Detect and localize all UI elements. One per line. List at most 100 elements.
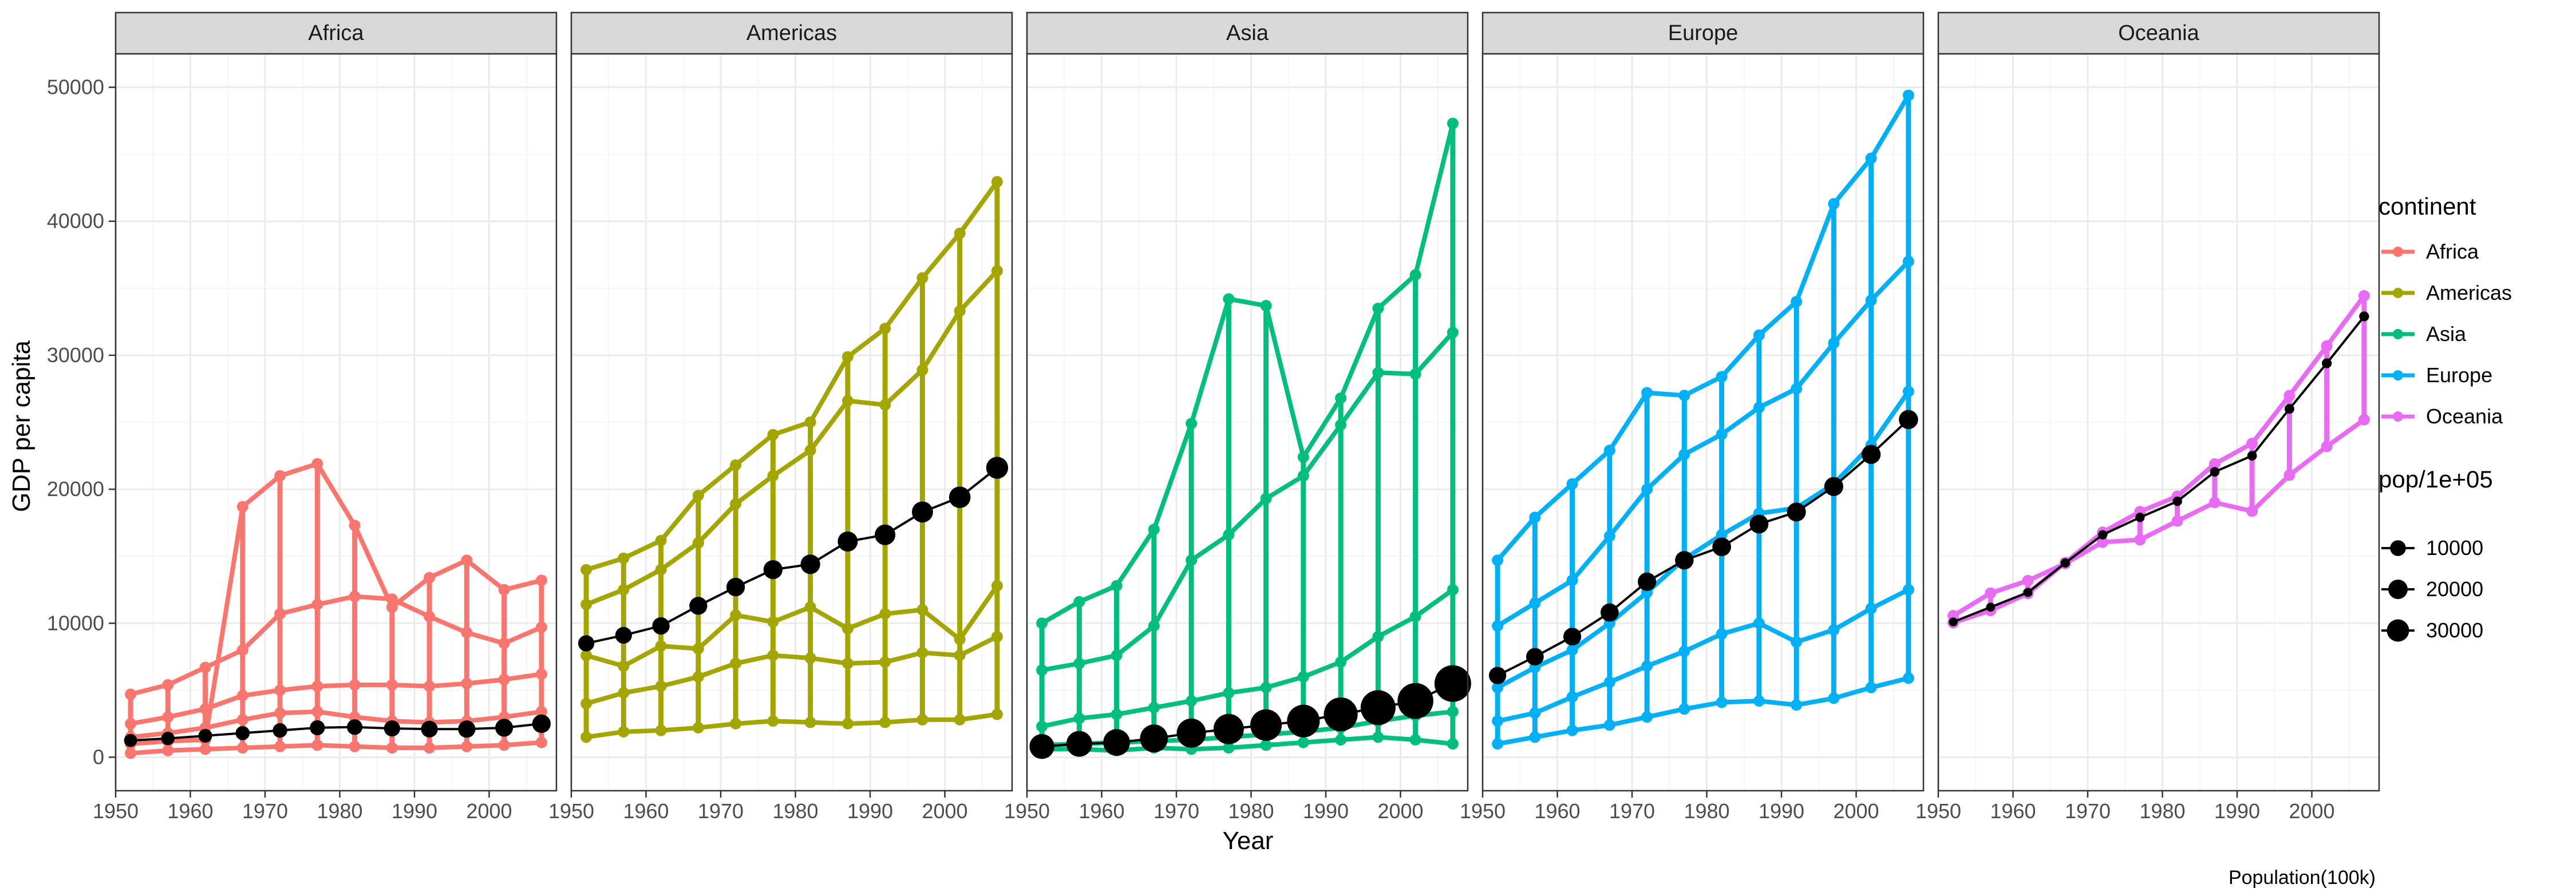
country-point [1186, 695, 1198, 707]
summary-line [1953, 315, 2365, 623]
size-key-point [2387, 619, 2409, 642]
legend-item-africa: Africa [2381, 240, 2479, 263]
country-point [2097, 536, 2109, 548]
country-point [916, 713, 929, 725]
legend-key-point [2393, 329, 2403, 339]
country-point [274, 684, 286, 696]
country-point [1073, 657, 1085, 669]
panel-americas: Americas 1950 1960 1970 1980 1990 2000 [548, 11, 1013, 823]
country-point [1828, 198, 1840, 210]
country-point [1753, 695, 1765, 707]
country-point [2208, 458, 2221, 470]
country-point [1716, 628, 1728, 640]
summary-point [1712, 537, 1731, 557]
country-point [1260, 493, 1272, 505]
summary-point [763, 560, 783, 580]
summary-series-oceania [1949, 311, 2369, 627]
country-point [1148, 524, 1160, 536]
summary-point [2210, 467, 2220, 477]
strip-label: Europe [1668, 21, 1739, 45]
country-point [461, 677, 473, 689]
country-point [618, 660, 630, 672]
caption: Population(100k) [2229, 867, 2376, 889]
country-point [1902, 584, 1914, 596]
country-point [1902, 672, 1914, 684]
x-tick-label: 2000 [466, 799, 512, 823]
x-tick-label: 1990 [1303, 799, 1349, 823]
country-point [954, 649, 966, 661]
country-point [2246, 505, 2258, 517]
country-line [1041, 588, 1455, 729]
country-point [1409, 368, 1421, 380]
size-legend-item-30000: 30000 [2381, 619, 2483, 642]
country-line [585, 584, 999, 669]
country-point [2171, 515, 2183, 527]
country-point [1372, 731, 1384, 743]
country-point [991, 176, 1003, 188]
country-point [916, 604, 929, 616]
summary-point [198, 728, 212, 743]
summary-point [1949, 617, 1958, 627]
country-point [991, 708, 1003, 720]
summary-series-africa [124, 714, 551, 747]
x-tick-label: 1970 [1609, 799, 1655, 823]
country-point [199, 743, 211, 755]
y-tick-label: 20000 [47, 477, 104, 501]
country-point [1111, 708, 1123, 720]
summary-point [1601, 603, 1619, 622]
summary-series-europe [1488, 410, 1918, 684]
country-point [386, 742, 398, 754]
summary-point [1563, 628, 1582, 646]
country-point [461, 627, 473, 639]
x-tick-label: 1970 [1153, 799, 1199, 823]
legend-label: Oceania [2426, 405, 2503, 428]
legend-item-asia: Asia [2381, 322, 2467, 346]
x-tick-label: 1990 [847, 799, 893, 823]
country-point [841, 717, 854, 730]
country-point [954, 713, 966, 725]
country-point [1603, 445, 1615, 457]
strip-background [1937, 11, 2380, 55]
summary-point [2135, 513, 2145, 522]
country-point [461, 554, 473, 566]
country-point [1260, 300, 1272, 312]
country-point [1753, 617, 1765, 629]
country-point [580, 598, 592, 610]
country-point [954, 305, 966, 317]
country-point [1492, 715, 1504, 727]
country-point [1641, 711, 1653, 723]
country-point [767, 429, 779, 441]
color-legend-items: Africa Americas Asia Europe Oceania [2381, 240, 2512, 428]
country-point [692, 537, 704, 549]
panel-europe: Europe 1950 1960 1970 1980 1990 2000 [1460, 11, 1925, 823]
country-point [1447, 584, 1459, 596]
country-point [1492, 738, 1504, 750]
summary-point [235, 725, 250, 740]
country-point [1828, 692, 1840, 704]
country-point [2134, 534, 2146, 546]
country-line [1041, 122, 1455, 625]
summary-point [2247, 451, 2257, 461]
country-point [1791, 636, 1803, 648]
x-tick-label: 1980 [1228, 799, 1274, 823]
country-point [1902, 255, 1914, 267]
country-point [1678, 390, 1690, 402]
country-point [879, 656, 891, 668]
x-tick-label: 1960 [1534, 799, 1580, 823]
country-point [498, 739, 510, 751]
x-axis-americas: 1950 1960 1970 1980 1990 2000 [548, 791, 968, 823]
legend-label: Americas [2426, 281, 2512, 304]
x-tick-label: 1990 [392, 799, 437, 823]
country-point [841, 395, 854, 407]
summary-point [1787, 502, 1806, 522]
x-axis-africa: 1950 1960 1970 1980 1990 2000 [93, 791, 512, 823]
country-point [1297, 470, 1309, 482]
country-point [1297, 451, 1309, 463]
country-point [804, 716, 816, 728]
country-point [199, 703, 211, 715]
size-legend-items: 10000 20000 30000 [2381, 536, 2483, 642]
summary-point [1488, 667, 1507, 684]
country-point [1985, 587, 1997, 599]
country-point [1492, 620, 1504, 632]
color-legend: continent Africa Americas Asia Europe Oceani… [2379, 193, 2512, 428]
